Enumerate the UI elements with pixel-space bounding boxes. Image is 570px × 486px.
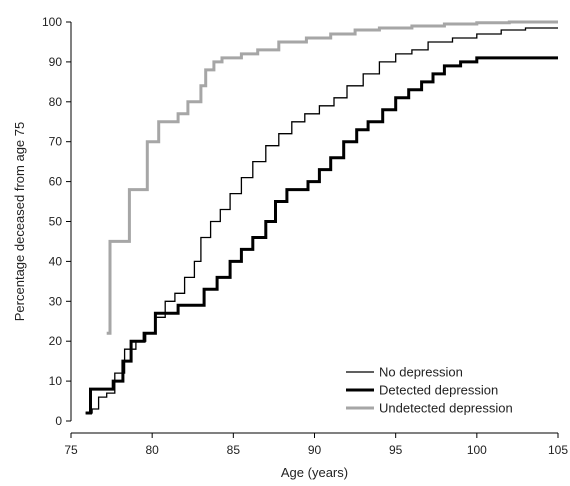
y-tick-label-20: 20: [49, 334, 63, 348]
x-tick-label-75: 75: [64, 443, 78, 457]
legend-label-undetected-depression: Undetected depression: [379, 401, 513, 416]
series-line-detected-depression: [85, 56, 558, 415]
y-tick-label-80: 80: [49, 95, 63, 109]
y-tick-label-90: 90: [49, 55, 63, 69]
series-layer: [85, 20, 558, 415]
x-tick-label-80: 80: [145, 443, 159, 457]
y-tick-label-0: 0: [55, 414, 62, 428]
legend-label-detected-depression: Detected depression: [379, 383, 498, 398]
y-axis-label: Percentage deceased from age 75: [12, 122, 27, 321]
legend-label-no-depression: No depression: [379, 365, 463, 380]
y-tick-label-50: 50: [49, 215, 63, 229]
x-tick-label-105: 105: [548, 443, 568, 457]
x-tick-label-85: 85: [227, 443, 241, 457]
x-axis-label: Age (years): [281, 465, 348, 480]
y-tick-label-70: 70: [49, 135, 63, 149]
y-tick-label-30: 30: [49, 294, 63, 308]
y-tick-label-10: 10: [49, 374, 63, 388]
y-tick-label-100: 100: [42, 15, 62, 29]
y-tick-label-60: 60: [49, 175, 63, 189]
axes: 0 10 20 30 40 50 60 70 80 90 100 75 80 85 90 95 100 105: [42, 15, 568, 457]
series-line-undetected-depression: [106, 20, 558, 335]
series-line-no-depression: [85, 27, 558, 414]
x-tick-label-100: 100: [467, 443, 487, 457]
x-tick-label-90: 90: [308, 443, 322, 457]
y-tick-label-40: 40: [49, 254, 63, 268]
legend: No depression Detected depression Undetect…: [346, 365, 513, 416]
x-tick-label-95: 95: [389, 443, 403, 457]
